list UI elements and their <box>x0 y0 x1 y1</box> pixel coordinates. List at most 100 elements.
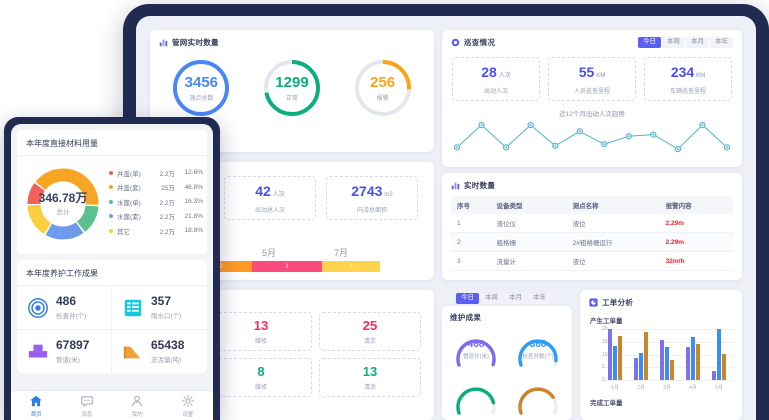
order-value: 25 <box>362 318 378 333</box>
tab-profile[interactable]: 我的 <box>112 394 163 418</box>
bar[interactable] <box>613 346 617 380</box>
bar[interactable] <box>712 371 716 380</box>
bar-group <box>634 329 648 380</box>
y-tick-label: 20 <box>602 326 608 332</box>
bar[interactable] <box>618 336 622 380</box>
cell-alarm-value: 2.29m <box>659 232 733 252</box>
kpi-label: 雨水口(个) <box>151 313 182 320</box>
tab-today[interactable]: 今日 <box>638 37 661 48</box>
bar[interactable] <box>660 340 664 380</box>
bar-group <box>608 329 622 380</box>
kpi-grid: 486 检查井(个) <box>17 286 207 373</box>
tab-this-year[interactable]: 本年 <box>710 37 733 48</box>
stat-label: 出动总人次 <box>254 208 285 214</box>
order-value: 13 <box>253 318 269 333</box>
dispatch-trend-line-chart <box>453 121 731 153</box>
gauge-pipe-length: 468 管道长(米) <box>446 327 506 373</box>
gauge-group: 468 管道长(米) 368 检查井数(个) <box>442 323 572 420</box>
clock-icon <box>451 38 460 47</box>
kpi-pipe-length[interactable]: 67897 管道(米) <box>17 330 112 373</box>
bar[interactable] <box>608 329 612 380</box>
kpi-sludge-volume[interactable]: 65438 淤泥量(吨) <box>112 330 207 373</box>
table-row[interactable]: 1 液位仪 液位 2.29m <box>451 214 733 233</box>
bar[interactable] <box>644 331 648 380</box>
bar[interactable] <box>665 346 669 380</box>
y-tick-label: 10 <box>602 351 608 358</box>
legend-color-dot <box>109 228 113 233</box>
bar[interactable] <box>717 329 721 380</box>
month-bar[interactable]: 3 <box>322 261 380 272</box>
tab-this-month[interactable]: 本月 <box>504 293 527 304</box>
chart-subtitle-completed: 完成工单量 <box>590 400 623 407</box>
month-bar[interactable]: 1 <box>252 261 322 272</box>
kpi-value: 486 <box>56 294 77 308</box>
cell-index: 1 <box>451 214 491 233</box>
stat-value: 42 <box>255 183 271 199</box>
ring-value: 1299 <box>275 73 309 91</box>
tab-label: 我的 <box>131 411 143 418</box>
bar[interactable] <box>696 343 700 380</box>
cell-point-name: 2#粗格栅运行 <box>566 232 660 252</box>
phone-screen: 本年度直接材料用量 346.78万 总计 井盖(单) 2.2万 12.6% 井盖(套)… <box>11 124 213 420</box>
kpi-label: 淤泥量(吨) <box>151 357 182 364</box>
stat-unit: KM <box>696 73 706 79</box>
table-row[interactable]: 3 流量计 液位 32m/h <box>451 251 733 271</box>
tab-settings[interactable]: 设置 <box>163 394 214 418</box>
stat-unit: KM <box>596 73 606 79</box>
legend-name: 水篦(单) <box>117 199 141 207</box>
card-title: 本年度直接材料用量 <box>17 130 207 156</box>
tab-this-week[interactable]: 本周 <box>662 37 685 48</box>
legend-percent: 18.8% <box>184 227 203 235</box>
bar[interactable] <box>639 352 643 380</box>
alarm-table: 序号 设备类型 测点名称 报警内容 1 液位仪 液位 2.29m <box>451 196 733 271</box>
col-point-name: 测点名称 <box>566 196 660 214</box>
bar[interactable] <box>691 337 695 380</box>
bar[interactable] <box>686 346 690 380</box>
donut-slice[interactable] <box>27 168 99 240</box>
manhole-icon <box>28 297 48 318</box>
tab-this-month[interactable]: 本月 <box>686 37 709 48</box>
bar[interactable] <box>670 359 674 380</box>
tab-message[interactable]: 消息 <box>62 394 113 418</box>
month-bar[interactable]: 2 <box>190 261 252 272</box>
bar[interactable] <box>634 357 638 380</box>
ring-value: 256 <box>370 73 396 91</box>
donut-slice[interactable] <box>27 168 99 240</box>
ring-normal: 1299 正常 <box>261 57 323 119</box>
bar[interactable] <box>722 354 726 380</box>
card-title: 本年度养护工作成果 <box>17 260 207 286</box>
kpi-manhole[interactable]: 486 检查井(个) <box>17 286 112 330</box>
legend-row: 水篦(单) 2.2万 16.3% <box>109 197 203 207</box>
card-material-usage: 本年度直接材料用量 346.78万 总计 井盖(单) 2.2万 12.6% 井盖(套)… <box>17 130 207 254</box>
grate-icon <box>124 299 142 316</box>
legend-row: 井盖(单) 2.2万 12.6% <box>109 168 203 178</box>
patrol-stat-group: 28 人次 出动人次 55 KM 人员巡查里程 234 KM 车辆巡查里程 <box>442 53 742 101</box>
pipe-icon <box>28 344 48 357</box>
stat-unit: 人次 <box>272 192 285 198</box>
orders-period-tabs[interactable]: 今日 本周 本月 本年 <box>456 293 551 304</box>
donut-slice[interactable] <box>27 168 99 240</box>
tab-today[interactable]: 今日 <box>456 293 479 304</box>
panel-realtime-alarm-table: 实时数量 序号 设备类型 测点名称 报警内容 1 液 <box>442 173 742 280</box>
panel-header: 维护成果 <box>442 306 572 323</box>
ring-label: 测点总数 <box>189 95 214 102</box>
legend-row: 其它 2.2万 18.8% <box>109 226 203 236</box>
order-value: 8 <box>257 364 265 379</box>
tab-home[interactable]: 首页 <box>11 394 62 418</box>
legend-color-dot <box>109 214 113 219</box>
sludge-icon <box>123 346 141 358</box>
tab-this-year[interactable]: 本年 <box>528 293 551 304</box>
y-tick-label: 15 <box>602 338 608 345</box>
legend-color-dot <box>109 185 113 190</box>
cell-index: 2 <box>451 232 491 252</box>
pie-chart-icon <box>589 298 598 307</box>
kpi-rainwater-inlet[interactable]: 357 雨水口(个) <box>112 286 207 330</box>
patrol-period-tabs[interactable]: 今日 本周 本月 本年 <box>638 37 733 48</box>
donut-total-value: 346.78万 <box>38 191 88 205</box>
legend-value: 25万 <box>161 185 175 193</box>
table-row[interactable]: 2 粗格栅 2#粗格栅运行 2.29m <box>451 232 733 252</box>
order-label: 清淤 <box>363 339 376 345</box>
stat-label: 出动人次 <box>483 89 508 95</box>
order-label: 清淤 <box>363 385 376 391</box>
tab-this-week[interactable]: 本周 <box>480 293 503 304</box>
